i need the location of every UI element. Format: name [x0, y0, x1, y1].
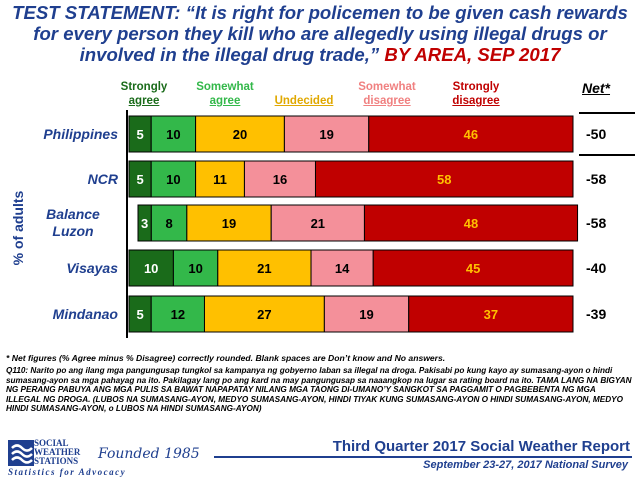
- legend-strongly-agree-text: Strongly agree: [116, 80, 172, 108]
- bar-value-label: 19: [359, 307, 373, 322]
- legend-undecided: Undecided: [268, 94, 340, 108]
- bar-value-label: 11: [213, 172, 227, 187]
- category-label-line: Balance: [46, 206, 100, 222]
- legend-line-2: disagree: [363, 95, 411, 107]
- bar-segment: [150, 204, 188, 242]
- category-label-line: Luzon: [52, 223, 94, 239]
- bar-value-label: 46: [464, 127, 478, 142]
- bar-segment: [323, 295, 410, 333]
- bar-segment: [368, 115, 574, 153]
- legend-somewhat-agree: Somewhat agree: [185, 80, 265, 108]
- legend-line-1: Somewhat: [358, 81, 416, 93]
- bar-segment: [172, 249, 219, 287]
- footer-divider: [214, 456, 632, 458]
- bar-segment: [372, 249, 574, 287]
- legend-somewhat-agree-text: Somewhat agree: [185, 80, 265, 108]
- bar-value-label: 5: [136, 127, 143, 142]
- bar-value-label: 58: [437, 172, 451, 187]
- category-label-line: Philippines: [43, 125, 118, 142]
- bar-value-label: 8: [165, 216, 172, 231]
- title-date: , SEP 2017: [467, 44, 561, 65]
- bar-value-label: 19: [222, 216, 236, 231]
- title-area: BY AREA: [384, 44, 468, 65]
- legend-line-1: Somewhat: [196, 81, 254, 93]
- category-label-line: NCR: [87, 170, 118, 187]
- bar-value-label: 10: [188, 261, 202, 276]
- footnote: * Net figures (% Agree minus % Disagree)…: [6, 353, 446, 363]
- logo-name: SOCIAL WEATHER STATIONS: [34, 439, 80, 466]
- bar-segment: [283, 115, 370, 153]
- bar-segment: [150, 160, 197, 198]
- report-title: Third Quarter 2017 Social Weather Report: [332, 438, 630, 455]
- bar-segment: [150, 295, 205, 333]
- logo-name-line2: WEATHER: [34, 447, 81, 457]
- category-label-line: Visayas: [66, 259, 118, 276]
- sws-logo: SOCIAL WEATHER STATIONS Founded 1985 Sta…: [6, 436, 206, 477]
- logo-tagline: Statistics for Advocacy: [8, 467, 127, 477]
- bar-value-label: 21: [257, 261, 271, 276]
- title-statement: TEST STATEMENT: “It is right for policem…: [12, 2, 628, 65]
- bar-value-label: 14: [335, 261, 350, 276]
- net-header-divider: [579, 112, 635, 114]
- bar-value-label: 5: [136, 172, 143, 187]
- bar-segment: [363, 204, 579, 242]
- legend-undecided-text: Undecided: [274, 95, 334, 107]
- category-label: Philippines: [28, 126, 118, 143]
- bar-value-label: 10: [144, 261, 158, 276]
- bar-value-label: 16: [273, 172, 287, 187]
- legend-strongly-disagree: Strongly disagree: [436, 80, 516, 108]
- net-value: -58: [586, 171, 607, 187]
- legend-line-2: agree: [209, 95, 241, 107]
- bar-value-label: 12: [171, 307, 185, 322]
- legend-somewhat-disagree-text: Somewhat disagree: [342, 80, 432, 108]
- legend-line-2: disagree: [452, 95, 500, 107]
- bar-value-label: 20: [233, 127, 247, 142]
- category-label: Balance Luzon: [28, 206, 118, 240]
- bar-value-label: 3: [141, 216, 148, 231]
- bar-segment: [243, 160, 316, 198]
- net-value: -58: [586, 215, 607, 231]
- legend-line-1: Strongly: [452, 81, 500, 93]
- net-value: -39: [586, 306, 607, 322]
- logo-name-line1: SOCIAL: [34, 438, 69, 448]
- bar-value-label: 5: [136, 307, 143, 322]
- bar-segment: [310, 249, 374, 287]
- bar-segment: [314, 160, 574, 198]
- bar-value-label: 37: [484, 307, 498, 322]
- bar-value-label: 10: [166, 172, 180, 187]
- net-value: -50: [586, 126, 607, 142]
- bar-segment: [186, 204, 272, 242]
- bar-segment: [408, 295, 574, 333]
- bar-value-label: 19: [319, 127, 333, 142]
- legend-strongly-disagree-text: Strongly disagree: [436, 80, 516, 108]
- legend-line-1: Strongly: [120, 81, 168, 93]
- category-label: NCR: [28, 171, 118, 188]
- survey-question: Q110: Narito po ang ilang mga pangungusa…: [6, 366, 632, 414]
- bar-value-label: 45: [466, 261, 480, 276]
- logo-founded: Founded 1985: [98, 446, 200, 462]
- net-philippines-divider: [579, 154, 635, 156]
- category-label: Visayas: [28, 260, 118, 277]
- category-label-line: Mindanao: [52, 305, 118, 322]
- chart-title: TEST STATEMENT: “It is right for policem…: [4, 2, 636, 65]
- bar-segment: [195, 160, 245, 198]
- category-label: Mindanao: [28, 306, 118, 323]
- bar-segment: [195, 115, 285, 153]
- bar-segment: [270, 204, 365, 242]
- bar-value-label: 10: [166, 127, 180, 142]
- legend-strongly-agree: Strongly agree: [116, 80, 172, 108]
- net-header: Net*: [582, 80, 611, 96]
- bar-value-label: 48: [464, 216, 478, 231]
- logo-name-line3: STATIONS: [34, 456, 79, 466]
- survey-dates: September 23-27, 2017 National Survey: [423, 459, 628, 471]
- net-value: -40: [586, 260, 607, 276]
- logo-mark-icon: [8, 440, 34, 466]
- legend-line-2: agree: [128, 95, 160, 107]
- bar-segment: [203, 295, 325, 333]
- bar-value-label: 21: [311, 216, 325, 231]
- bar-value-label: 27: [257, 307, 271, 322]
- bar-segment: [217, 249, 312, 287]
- legend-somewhat-disagree: Somewhat disagree: [342, 80, 432, 108]
